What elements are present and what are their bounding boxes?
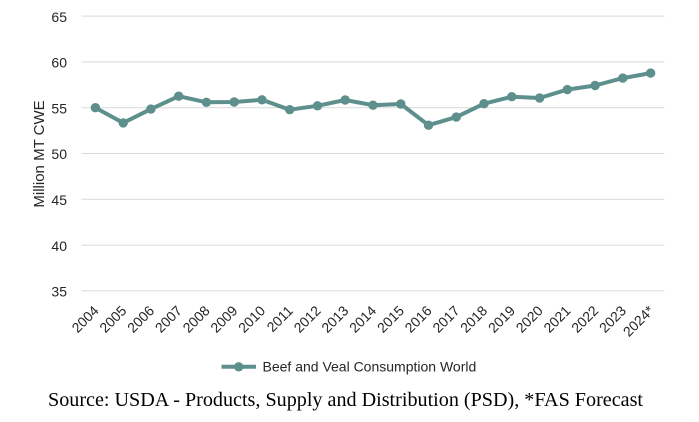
svg-text:2024*: 2024* bbox=[620, 302, 658, 340]
svg-text:2019: 2019 bbox=[485, 302, 518, 335]
svg-text:2016: 2016 bbox=[401, 302, 434, 335]
svg-text:65: 65 bbox=[51, 9, 67, 25]
svg-text:40: 40 bbox=[51, 238, 67, 254]
svg-text:2007: 2007 bbox=[152, 302, 185, 335]
svg-text:2022: 2022 bbox=[568, 302, 601, 335]
svg-text:35: 35 bbox=[51, 284, 67, 300]
svg-text:Million MT CWE: Million MT CWE bbox=[31, 100, 48, 207]
svg-text:2012: 2012 bbox=[290, 302, 323, 335]
svg-text:60: 60 bbox=[51, 55, 67, 71]
svg-text:2006: 2006 bbox=[124, 302, 157, 335]
svg-text:2008: 2008 bbox=[179, 302, 212, 335]
svg-text:2015: 2015 bbox=[374, 302, 407, 335]
svg-text:2021: 2021 bbox=[540, 302, 573, 335]
svg-text:2017: 2017 bbox=[429, 302, 462, 335]
svg-text:2010: 2010 bbox=[235, 302, 268, 335]
svg-text:2013: 2013 bbox=[318, 302, 351, 335]
svg-text:2018: 2018 bbox=[457, 302, 490, 335]
svg-text:50: 50 bbox=[51, 146, 67, 162]
svg-text:Source: USDA - Products, Suppl: Source: USDA - Products, Supply and Dist… bbox=[48, 389, 643, 411]
svg-text:2004: 2004 bbox=[68, 302, 101, 335]
svg-text:55: 55 bbox=[51, 100, 67, 116]
svg-text:2011: 2011 bbox=[263, 302, 296, 335]
svg-text:2014: 2014 bbox=[346, 302, 379, 335]
svg-text:45: 45 bbox=[51, 192, 67, 208]
svg-text:Beef and Veal Consumption Worl: Beef and Veal Consumption World bbox=[263, 359, 477, 375]
svg-text:2020: 2020 bbox=[513, 302, 546, 335]
svg-text:2009: 2009 bbox=[207, 302, 240, 335]
svg-text:2005: 2005 bbox=[96, 302, 129, 335]
